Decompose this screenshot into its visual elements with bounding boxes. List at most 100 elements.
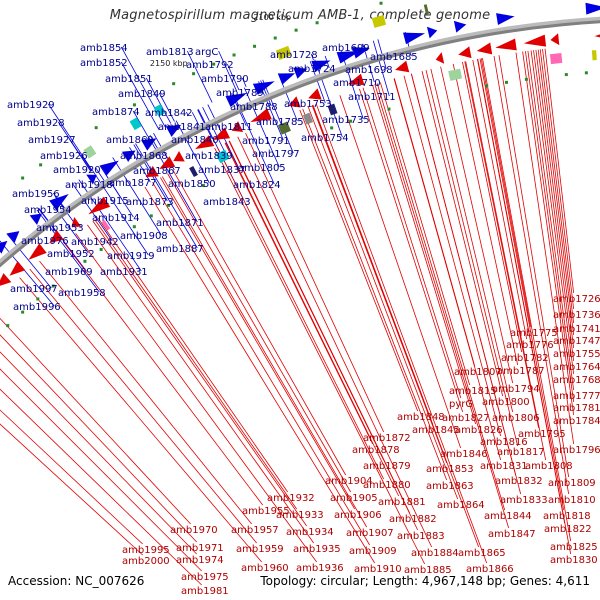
leader-line (0, 317, 191, 525)
leader-line (94, 219, 297, 510)
leader-line (167, 173, 351, 493)
gene-label: amb1931 (100, 267, 148, 278)
gene-label: amb1906 (334, 510, 382, 521)
leader-line (19, 277, 262, 563)
forward-gene-arrow (121, 150, 136, 162)
gene-label: amb1952 (47, 249, 95, 260)
leader-line (393, 78, 502, 461)
gene-label: amb1815 (449, 386, 497, 397)
reverse-gene-arrow (71, 217, 82, 227)
gene-label: amb1842 (145, 108, 193, 119)
forward-gene-arrow (49, 193, 69, 211)
leader-line (310, 53, 314, 61)
gene-label: amb1797 (252, 149, 300, 160)
gene-label: amb1953 (36, 223, 84, 234)
gene-label: amb1887 (156, 244, 204, 255)
reverse-gene-arrow (49, 230, 64, 244)
gene-label: amb1841 (158, 122, 206, 133)
rna-mark (379, 1, 383, 5)
rna-mark (21, 176, 25, 180)
gene-label: amb1914 (92, 213, 140, 224)
gene-label: amb1809 (548, 478, 596, 489)
gene-label: amb1810 (548, 495, 596, 506)
reverse-gene-arrow (523, 34, 547, 47)
gene-label: amb1710 (333, 78, 381, 89)
leader-line (226, 63, 240, 91)
gene-label: amb1839 (185, 151, 233, 162)
gene-label: amb1807 (454, 367, 502, 378)
gene-label: amb1840 (171, 135, 219, 146)
gene-label: amb1789 (216, 88, 264, 99)
gene-label: amb1954 (24, 205, 72, 216)
gene-label: amb1872 (363, 433, 411, 444)
gene-label: amb1955 (242, 506, 290, 517)
reverse-gene-arrow (88, 196, 111, 215)
gene-label: amb1919 (107, 251, 155, 262)
gene-label: amb1782 (501, 353, 549, 364)
gene-label: amb1933 (276, 510, 324, 521)
accession-label: Accession: NC_007626 (8, 574, 145, 588)
forward-gene-arrow (403, 32, 426, 45)
leader-line (537, 49, 575, 336)
outer-feature-bar (83, 145, 97, 159)
gene-label: amb1928 (17, 118, 65, 129)
forward-gene-arrow (352, 47, 370, 59)
gene-label: amb1942 (71, 237, 119, 248)
gene-label: amb1929 (7, 100, 55, 111)
leader-line (0, 368, 202, 572)
gene-label: amb1813 (146, 47, 194, 58)
forward-gene-arrow (141, 138, 157, 151)
leader-line (0, 240, 55, 307)
gene-label: amb1936 (296, 563, 344, 574)
leader-line (214, 147, 426, 565)
leader-line (216, 146, 385, 480)
gene-label: amb1866 (466, 564, 514, 575)
leader-line (498, 55, 570, 478)
leader-line (522, 51, 575, 416)
leader-line (425, 70, 519, 447)
leader-line (144, 186, 375, 564)
gene-label: amb1932 (267, 493, 315, 504)
gene-label: amb1806 (492, 413, 540, 424)
leader-line (452, 63, 519, 366)
leader-line (145, 137, 148, 140)
gene-label: amb1844 (484, 511, 532, 522)
gene-label: amb1724 (288, 64, 336, 75)
gene-label: amb1825 (550, 542, 598, 553)
gene-label: amb1884 (411, 548, 459, 559)
kbp-ticks: 1800 kbp1850 kbp1900 kbp1950 kbp2000 kbp… (150, 13, 291, 68)
leader-line (186, 50, 213, 103)
rna-mark (36, 297, 40, 301)
gene-label: amb1974 (176, 555, 224, 566)
reverse-gene-arrow (458, 46, 472, 59)
rna-mark (132, 225, 136, 229)
outer-feature-bar (129, 117, 142, 131)
gene-labels: amb1854 amb1813 argC amb1852 amb1792 amb1851 a… (7, 43, 600, 597)
leader-line (525, 51, 575, 403)
outer-feature-bar (371, 15, 387, 28)
leader-line (411, 73, 522, 495)
gene-label: amb1808 (525, 461, 573, 472)
forward-gene-arrow (29, 213, 43, 225)
leader-line (225, 142, 400, 497)
rna-mark (6, 324, 10, 328)
gene-label: amb1975 (181, 572, 229, 583)
gene-label: amb1885 (404, 565, 452, 576)
leader-line (68, 138, 92, 172)
outer-feature-bar (153, 104, 166, 117)
gene-label: amb1878 (352, 445, 400, 456)
leader-line (29, 268, 257, 544)
gene-label: amb1791 (242, 136, 290, 147)
gene-label: amb1971 (176, 543, 224, 554)
gene-label: amb1970 (170, 525, 218, 536)
gene-label: amb1904 (325, 476, 373, 487)
leader-line (544, 48, 575, 294)
leader-line (465, 61, 547, 461)
gene-label: amb1867 (133, 166, 181, 177)
leader-line (379, 82, 471, 386)
leader-line (39, 260, 252, 525)
genome-summary: Topology: circular; Length: 4,967,148 bp… (260, 574, 590, 588)
leader-line (539, 49, 575, 324)
rna-mark (201, 184, 205, 188)
rna-mark (51, 284, 55, 288)
